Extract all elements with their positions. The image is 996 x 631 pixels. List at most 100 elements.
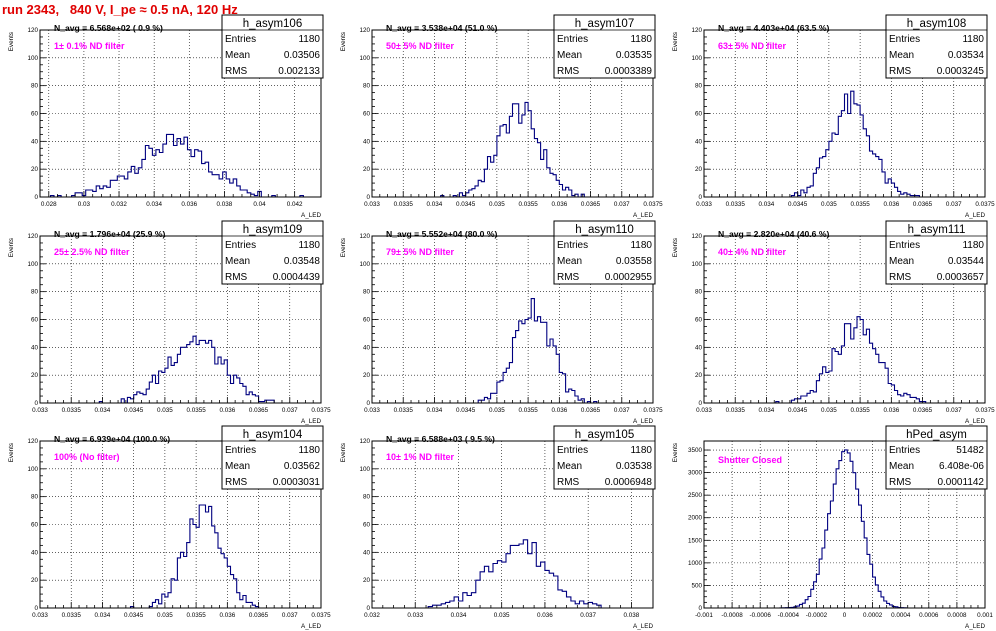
histogram-line <box>372 101 653 198</box>
histogram-line <box>40 133 321 198</box>
x-tick-label: 0.0365 <box>249 407 269 414</box>
stats-title: hPed_asym <box>906 429 967 441</box>
stats-key: Entries <box>557 240 588 251</box>
x-tick-label: 0.034 <box>427 407 443 414</box>
y-axis-label: Events <box>672 32 679 51</box>
stats-title: h_asym111 <box>908 224 966 236</box>
stats-value: 0.03534 <box>948 50 985 61</box>
stats-value: 1180 <box>298 240 320 251</box>
x-tick-label: 0.037 <box>946 407 962 414</box>
x-tick-label: 0.04 <box>253 201 266 208</box>
filter-label: 79± 5% ND filter <box>386 247 454 257</box>
filter-label: 1± 0.1% ND filter <box>54 41 125 51</box>
histogram-line <box>372 539 653 609</box>
stats-key: RMS <box>889 66 912 77</box>
y-tick-label: 60 <box>363 522 371 529</box>
histogram-panel-h_asym107: 0 20 40 60 80 100 120 0.033 0.0335 0.034 0.0345 0.0… <box>340 14 663 219</box>
y-tick-label: 500 <box>691 582 702 589</box>
y-tick-label: 20 <box>31 372 39 379</box>
y-tick-label: 60 <box>31 317 39 324</box>
y-tick-label: 120 <box>27 27 38 34</box>
histogram-panel-h_asym105: 0 20 40 60 80 100 120 0.032 0.033 0.034 0.035 0.036… <box>340 425 656 630</box>
y-tick-label: 2500 <box>688 492 703 499</box>
x-tick-label: 0.034 <box>759 407 775 414</box>
y-tick-label: 120 <box>359 233 370 240</box>
filter-label: 10± 1% ND filter <box>386 452 454 462</box>
run-title: run 2343, 840 V, I_pe ≈ 0.5 nA, 120 Hz <box>2 2 238 17</box>
y-axis-label: Events <box>340 32 347 51</box>
y-tick-label: 40 <box>695 138 703 145</box>
y-tick-label: 100 <box>691 261 702 268</box>
y-tick-label: 120 <box>359 27 370 34</box>
y-axis-label: Events <box>340 238 347 257</box>
histogram-panel-h_asym108: 0 20 40 60 80 100 120 0.033 0.0335 0.034 0.0345 0.0… <box>672 14 995 219</box>
x-tick-label: -0.001 <box>695 612 713 619</box>
y-tick-label: 120 <box>691 233 702 240</box>
stats-value: 0.03548 <box>284 256 321 267</box>
x-tick-label: 0.037 <box>614 201 630 208</box>
stats-value: 1180 <box>962 34 984 45</box>
y-tick-label: 80 <box>363 289 371 296</box>
y-tick-label: 40 <box>363 549 371 556</box>
y-tick-label: 40 <box>31 549 39 556</box>
x-tick-label: 0.0335 <box>394 201 414 208</box>
x-tick-label: 0.037 <box>614 407 630 414</box>
navg-label: N_avg = 5.552e+04 (80.0 %) <box>386 229 497 239</box>
x-tick-label: 0.037 <box>580 612 596 619</box>
stats-value: 0.0001142 <box>937 477 984 488</box>
filter-label: 100% (No filter) <box>54 452 120 462</box>
stats-key: Mean <box>889 50 914 61</box>
y-tick-label: 120 <box>691 27 702 34</box>
histogram-panel-h_asym106: 0 20 40 60 80 100 120 0.028 0.03 0.032 0.034 0.036 0… <box>8 14 324 219</box>
y-tick-label: 60 <box>31 111 39 118</box>
stats-key: Mean <box>557 461 582 472</box>
x-tick-label: 0.0365 <box>249 612 269 619</box>
x-tick-label: 0.0335 <box>394 407 414 414</box>
stats-value: 0.0002955 <box>605 272 653 283</box>
x-tick-label: 0.0355 <box>518 201 538 208</box>
x-tick-label: 0.036 <box>551 407 567 414</box>
y-tick-label: 40 <box>31 344 39 351</box>
y-axis-label: Events <box>8 443 15 462</box>
y-tick-label: 0 <box>34 194 38 201</box>
x-tick-label: 0.033 <box>696 201 712 208</box>
y-tick-label: 80 <box>695 289 703 296</box>
x-tick-label: -0.0002 <box>806 612 828 619</box>
x-tick-label: 0.037 <box>282 407 298 414</box>
stats-key: RMS <box>557 66 580 77</box>
histogram-line <box>40 335 321 404</box>
stats-key: RMS <box>889 272 912 283</box>
x-tick-label: 0.036 <box>219 612 235 619</box>
x-tick-label: 0.001 <box>977 612 993 619</box>
x-tick-label: 0.0355 <box>186 407 206 414</box>
x-tick-label: 0.0375 <box>311 407 331 414</box>
stats-box <box>885 425 988 490</box>
y-axis-label: Events <box>672 238 679 257</box>
y-tick-label: 100 <box>691 55 702 62</box>
y-axis-label: Events <box>8 32 15 51</box>
navg-label: N_avg = 6.568e+02 ( 0.9 %) <box>54 23 163 33</box>
stats-value: 0.0003657 <box>937 272 985 283</box>
filter-label: 63± 5% ND filter <box>718 41 786 51</box>
x-tick-label: 0.034 <box>146 201 162 208</box>
y-tick-label: 40 <box>363 138 371 145</box>
x-tick-label: 0.042 <box>287 201 303 208</box>
x-tick-label: 0.037 <box>282 612 298 619</box>
y-tick-label: 20 <box>695 372 703 379</box>
x-tick-label: 0.0355 <box>850 407 870 414</box>
stats-value: 0.03535 <box>616 50 653 61</box>
y-tick-label: 0 <box>698 194 702 201</box>
y-tick-label: 40 <box>363 344 371 351</box>
stats-box <box>221 220 324 285</box>
x-tick-label: 0.0355 <box>518 407 538 414</box>
stats-key: RMS <box>225 272 248 283</box>
stats-box <box>221 14 324 79</box>
stats-key: RMS <box>225 477 248 488</box>
x-tick-label: 0.0335 <box>726 407 746 414</box>
histogram-panel-hPed_asym: 0 500 1000 1500 2000 2500 3000 3500 -0.001 -0.000… <box>672 425 993 630</box>
y-tick-label: 120 <box>27 233 38 240</box>
y-tick-label: 100 <box>27 55 38 62</box>
stats-title: h_asym108 <box>907 18 966 30</box>
stats-value: 0.0003245 <box>937 66 985 77</box>
x-tick-label: 0.0345 <box>124 407 144 414</box>
